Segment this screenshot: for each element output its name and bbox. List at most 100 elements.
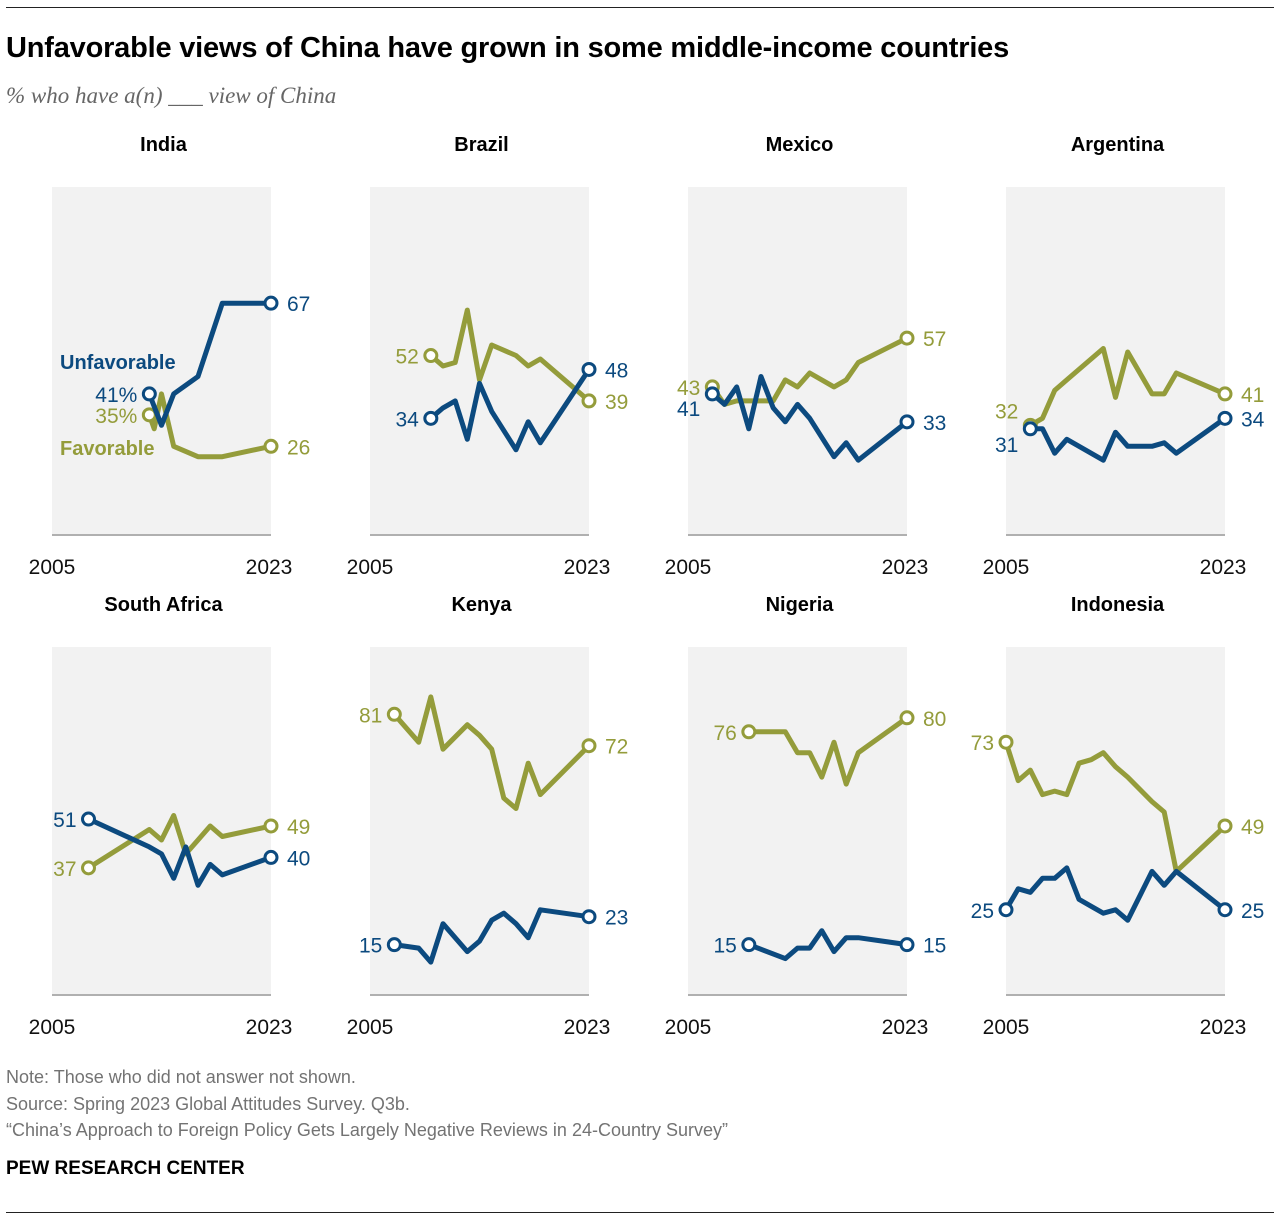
unfavorable-end-label: 40 — [287, 847, 310, 870]
favorable-start-label: 81 — [359, 704, 382, 727]
favorable-endpoint — [899, 330, 915, 346]
legend-label-favorable: Favorable — [60, 438, 154, 460]
unfavorable-line — [1003, 865, 1228, 923]
unfavorable-endpoint — [1217, 410, 1233, 426]
favorable-endpoint — [81, 860, 96, 876]
unfavorable-line — [428, 367, 592, 453]
unfavorable-line — [86, 816, 274, 888]
pew-logo-text: PEW RESEARCH CENTER — [6, 1158, 245, 1179]
favorable-end-label: 41 — [1241, 384, 1264, 407]
panel-background — [52, 187, 271, 535]
panel-mexico — [688, 187, 915, 536]
chart-subtitle: % who have a(n) ___ view of China — [6, 83, 337, 108]
top-rule — [6, 7, 1274, 8]
unfavorable-end-label: 34 — [1241, 408, 1265, 431]
panel-title: Mexico — [766, 134, 834, 156]
favorable-line — [1027, 346, 1228, 428]
panel-nigeria — [688, 647, 915, 996]
x-tick-label: 2023 — [246, 556, 293, 579]
x-tick-label: 2005 — [983, 1016, 1030, 1039]
panel-background — [1006, 647, 1225, 995]
x-tick-label: 2005 — [347, 556, 394, 579]
favorable-endpoint — [263, 818, 279, 834]
unfavorable-endpoint — [263, 849, 279, 865]
favorable-line — [428, 307, 592, 404]
favorable-end-label: 49 — [1241, 816, 1264, 839]
favorable-end-label: 39 — [605, 391, 628, 414]
unfavorable-endpoint — [386, 937, 402, 953]
unfavorable-end-label: 67 — [287, 293, 310, 316]
x-tick-label: 2023 — [564, 1016, 611, 1039]
legend-label-unfavorable: Unfavorable — [60, 352, 176, 374]
favorable-endpoint — [386, 706, 402, 722]
x-tick-label: 2023 — [564, 556, 611, 579]
unfavorable-start-label: 41% — [95, 384, 137, 407]
unfavorable-start-label: 34 — [395, 408, 419, 431]
unfavorable-endpoint — [581, 361, 597, 377]
favorable-endpoint — [263, 438, 279, 454]
favorable-start-label: 37 — [53, 858, 76, 881]
unfavorable-endpoint — [581, 909, 597, 925]
favorable-end-label: 57 — [923, 328, 946, 351]
unfavorable-end-label: 15 — [923, 935, 946, 958]
unfavorable-line — [1027, 415, 1228, 463]
favorable-end-label: 72 — [605, 736, 628, 759]
source-text: Source: Spring 2023 Global Attitudes Sur… — [6, 1094, 410, 1114]
x-tick-label: 2023 — [882, 556, 929, 579]
unfavorable-endpoint — [263, 295, 279, 311]
unfavorable-end-label: 33 — [923, 412, 946, 435]
favorable-endpoint — [581, 393, 597, 409]
x-tick-label: 2005 — [29, 556, 76, 579]
chart-title: Unfavorable views of China have grown in… — [6, 32, 1010, 64]
unfavorable-start-label: 41 — [677, 398, 700, 421]
favorable-start-label: 32 — [995, 400, 1018, 423]
favorable-start-label: 73 — [971, 732, 994, 755]
unfavorable-endpoint — [998, 902, 1014, 918]
panel-title: Kenya — [451, 594, 512, 616]
unfavorable-start-label: 15 — [359, 935, 382, 958]
unfavorable-line — [709, 374, 910, 463]
panel-title: Nigeria — [766, 594, 835, 616]
favorable-end-label: 49 — [287, 816, 310, 839]
unfavorable-endpoint — [899, 414, 915, 430]
favorable-start-label: 76 — [713, 722, 736, 745]
favorable-start-label: 35% — [95, 405, 137, 428]
unfavorable-endpoint — [423, 410, 439, 426]
x-tick-label: 2005 — [983, 556, 1030, 579]
unfavorable-line — [146, 300, 274, 428]
unfavorable-end-label: 25 — [1241, 900, 1264, 923]
panel-title: Argentina — [1071, 134, 1165, 156]
favorable-endpoint — [423, 348, 439, 364]
favorable-end-label: 26 — [287, 436, 310, 459]
panel-background — [370, 187, 589, 535]
x-tick-label: 2023 — [1200, 1016, 1247, 1039]
note-text: Note: Those who did not answer not shown… — [6, 1067, 356, 1087]
unfavorable-endpoint — [1022, 421, 1038, 437]
panel-india — [52, 187, 279, 536]
panel-south-africa — [52, 647, 279, 996]
unfavorable-endpoint — [141, 386, 157, 402]
x-tick-label: 2023 — [1200, 556, 1247, 579]
unfavorable-end-label: 23 — [605, 907, 628, 930]
favorable-endpoint — [741, 724, 757, 740]
panel-title: Brazil — [454, 134, 508, 156]
unfavorable-endpoint — [81, 811, 96, 827]
x-tick-label: 2023 — [882, 1016, 929, 1039]
unfavorable-start-label: 51 — [53, 809, 76, 832]
panel-background — [1006, 187, 1225, 535]
panel-kenya — [370, 647, 597, 996]
favorable-line — [1003, 739, 1228, 874]
report-title-text: “China’s Approach to Foreign Policy Gets… — [6, 1120, 729, 1140]
x-tick-label: 2005 — [665, 1016, 712, 1039]
favorable-start-label: 43 — [677, 377, 700, 400]
unfavorable-endpoint — [741, 937, 757, 953]
panel-brazil — [370, 187, 597, 536]
panel-title: India — [140, 134, 188, 156]
favorable-endpoint — [1217, 386, 1233, 402]
favorable-end-label: 80 — [923, 708, 946, 731]
x-tick-label: 2005 — [29, 1016, 76, 1039]
x-tick-label: 2005 — [665, 556, 712, 579]
unfavorable-endpoint — [704, 386, 720, 402]
unfavorable-line — [391, 907, 592, 965]
